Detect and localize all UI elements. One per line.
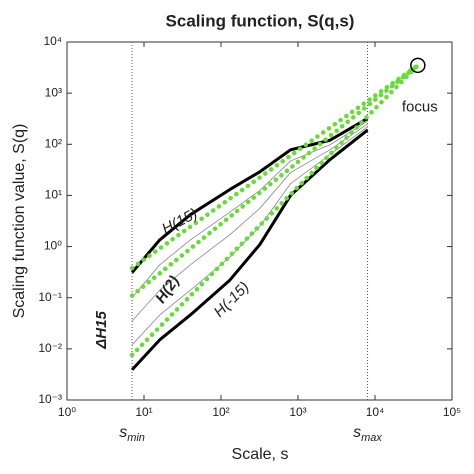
chart-title: Scaling function, S(q,s) (166, 11, 355, 30)
series-line (130, 117, 369, 274)
x-tick-label: 10³ (289, 405, 306, 419)
scale-symbol: s (353, 424, 361, 441)
x-tick-label: 10² (212, 405, 229, 419)
x-tick-label: 10¹ (135, 405, 152, 419)
y-tick-label: 10⁰ (44, 239, 62, 253)
x-axis-label: Scale, s (232, 446, 289, 463)
series-line (131, 123, 368, 322)
focus-point (410, 57, 426, 74)
series-line (131, 120, 368, 298)
y-tick-label: 10¹ (45, 188, 62, 202)
y-tick-label: 10³ (45, 85, 62, 99)
x-tick-label: 10⁰ (58, 405, 76, 419)
x-tick-label: 10⁵ (443, 405, 461, 419)
annotation: ΔH15 (93, 311, 110, 350)
y-tick-label: 10⁻¹ (38, 290, 62, 304)
plot-area (66, 41, 453, 401)
y-tick-label: 10⁴ (43, 34, 62, 48)
scale-limit-label: smax (353, 424, 382, 444)
scale-limit-label: smin (119, 424, 145, 444)
y-tick-label: 10⁻² (38, 341, 62, 355)
y-axis-label: Scaling function value, S(q) (11, 124, 28, 319)
series-line (129, 63, 421, 358)
scale-subscript: max (361, 432, 382, 444)
y-tick-label: 10⁻³ (38, 392, 62, 406)
series-line (131, 126, 368, 346)
scale-subscript: min (127, 432, 145, 444)
y-tick-label: 10² (45, 136, 62, 150)
focus-label: focus (402, 98, 438, 115)
scale-symbol: s (119, 424, 127, 441)
series-line (129, 63, 421, 271)
series-line (129, 63, 421, 298)
x-tick-label: 10⁴ (366, 405, 385, 419)
series-line (130, 128, 369, 371)
